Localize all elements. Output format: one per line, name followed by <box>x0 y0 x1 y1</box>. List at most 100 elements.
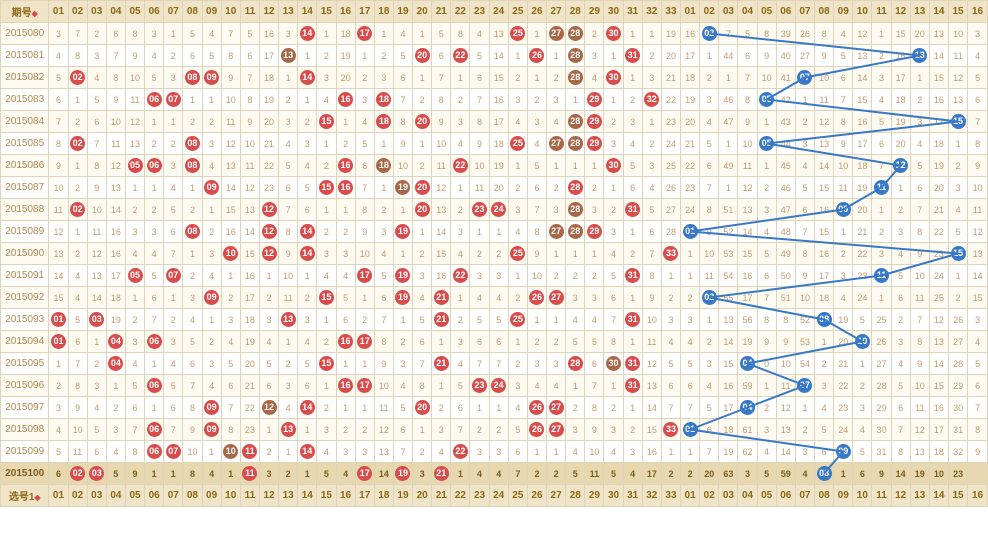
left-cell: 16 <box>642 441 661 463</box>
left-cell: 1 <box>547 441 566 463</box>
left-cell: 3 <box>623 441 642 463</box>
left-cell: 3 <box>527 353 546 375</box>
left-cell: 3 <box>202 353 221 375</box>
data-row: 2015096283150657462163611617104815232434… <box>1 375 988 397</box>
right-cell: 02 <box>700 23 719 45</box>
left-cell: 1 <box>183 243 202 265</box>
right-cell: 14 <box>738 221 757 243</box>
left-cell: 2 <box>106 397 125 419</box>
red-ball: 26 <box>529 422 544 437</box>
red-ball: 02 <box>70 202 85 217</box>
summary-right-cell: 20 <box>700 463 719 485</box>
left-cell: 3 <box>585 199 604 221</box>
left-cell: 29 <box>585 89 604 111</box>
summary-left-cell: 2 <box>547 463 566 485</box>
period-cell: 2015098 <box>1 419 49 441</box>
left-cell: 4 <box>413 287 432 309</box>
left-col-04: 04 <box>106 1 125 23</box>
left-cell: 2 <box>623 243 642 265</box>
left-cell: 3 <box>336 243 355 265</box>
left-cell: 3 <box>547 89 566 111</box>
left-cell: 3 <box>164 155 183 177</box>
left-cell: 30 <box>604 353 623 375</box>
right-cell: 26 <box>795 23 814 45</box>
left-cell: 06 <box>145 419 164 441</box>
left-cell: 18 <box>374 155 393 177</box>
left-cell: 7 <box>527 199 546 221</box>
period-header[interactable]: 期号◆ <box>1 1 49 23</box>
right-cell: 2 <box>891 309 910 331</box>
left-cell: 1 <box>527 441 546 463</box>
left-cell: 2 <box>355 419 374 441</box>
left-cell: 24 <box>489 375 508 397</box>
left-cell: 6 <box>106 23 125 45</box>
left-cell: 19 <box>489 155 508 177</box>
left-cell: 22 <box>451 155 470 177</box>
left-cell: 2 <box>508 177 527 199</box>
left-cell: 3 <box>317 67 336 89</box>
left-cell: 2 <box>547 67 566 89</box>
right-cell: 24 <box>929 265 948 287</box>
left-cell: 1 <box>336 353 355 375</box>
left-cell: 28 <box>566 177 585 199</box>
left-cell: 11 <box>642 331 661 353</box>
left-cell: 07 <box>164 265 183 287</box>
right-cell: 1 <box>719 67 738 89</box>
right-cell: 4 <box>681 331 700 353</box>
left-cell: 1 <box>604 375 623 397</box>
left-cell: 2 <box>374 45 393 67</box>
footer-label[interactable]: 选号1◆ <box>1 485 49 507</box>
right-cell: 6 <box>872 133 891 155</box>
right-cell: 3 <box>757 419 776 441</box>
left-cell: 4 <box>393 23 412 45</box>
left-cell: 02 <box>68 133 87 155</box>
right-cell: 47 <box>776 199 795 221</box>
right-cell: 1 <box>949 265 968 287</box>
left-cell: 1 <box>298 265 317 287</box>
red-ball: 17 <box>357 378 372 393</box>
red-ball: 27 <box>549 422 564 437</box>
right-cell: 3 <box>834 265 853 287</box>
left-cell: 06 <box>145 155 164 177</box>
right-cell: 1 <box>681 265 700 287</box>
left-cell: 2 <box>489 419 508 441</box>
summary-right-cell: 4 <box>795 463 814 485</box>
data-row: 2015095172044146352052515119372147723328… <box>1 353 988 375</box>
summary-left-cell: 1 <box>451 463 470 485</box>
left-col-14: 14 <box>298 1 317 23</box>
left-cell: 7 <box>145 309 164 331</box>
right-cell: 11 <box>872 177 891 199</box>
right-col-04: 04 <box>738 1 757 23</box>
left-cell: 9 <box>87 177 106 199</box>
footer-col: 16 <box>336 485 355 507</box>
right-cell: 8 <box>910 221 929 243</box>
period-cell: 2015094 <box>1 331 49 353</box>
blue-ball: 01 <box>683 422 698 437</box>
left-cell: 14 <box>298 243 317 265</box>
left-cell: 12 <box>432 177 451 199</box>
right-cell: 10 <box>776 353 795 375</box>
left-cell: 1 <box>317 375 336 397</box>
left-cell: 2 <box>183 199 202 221</box>
summary-left-cell: 4 <box>202 463 221 485</box>
left-cell: 9 <box>49 155 68 177</box>
red-ball: 28 <box>568 356 583 371</box>
left-cell: 3 <box>87 45 106 67</box>
red-ball: 12 <box>262 246 277 261</box>
left-cell: 1 <box>623 331 642 353</box>
left-cell: 2 <box>145 199 164 221</box>
red-ball: 33 <box>663 246 678 261</box>
left-cell: 14 <box>489 45 508 67</box>
left-cell: 2 <box>642 45 661 67</box>
right-cell: 8 <box>776 309 795 331</box>
red-ball: 29 <box>587 136 602 151</box>
left-cell: 4 <box>604 243 623 265</box>
left-cell: 1 <box>355 287 374 309</box>
left-cell: 6 <box>393 67 412 89</box>
period-cell: 2015092 <box>1 287 49 309</box>
period-cell: 2015097 <box>1 397 49 419</box>
footer-col: 15 <box>317 485 336 507</box>
brown-ball: 28 <box>568 70 583 85</box>
data-row: 2015084726101211221192032151418820938174… <box>1 111 988 133</box>
right-cell: 1 <box>795 89 814 111</box>
